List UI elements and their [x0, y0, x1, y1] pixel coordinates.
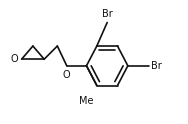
Text: O: O — [63, 70, 70, 80]
Text: O: O — [10, 54, 18, 64]
Text: Me: Me — [79, 96, 94, 106]
Text: Br: Br — [102, 9, 113, 19]
Text: Br: Br — [151, 61, 162, 71]
